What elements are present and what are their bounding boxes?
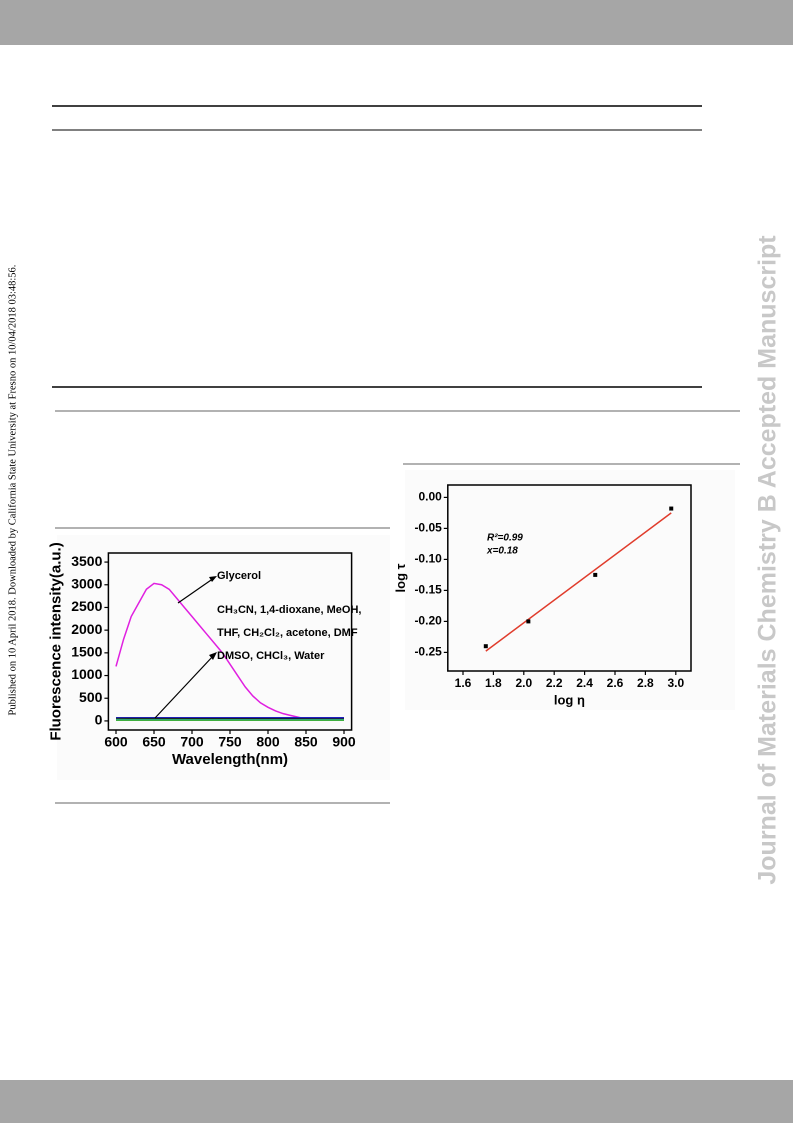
x-tick-label: 2.8 (637, 676, 654, 690)
x-axis-label: log η (554, 692, 585, 707)
y-tick-label: 500 (79, 689, 103, 705)
y-tick-label: 0.00 (418, 490, 442, 504)
footer-bar (0, 1080, 793, 1123)
x-tick-label: 3.0 (667, 676, 684, 690)
annotation: x=0.18 (486, 546, 518, 557)
annotation: DMSO, CHCl₃, Water (217, 650, 325, 662)
y-tick-label: 1500 (71, 644, 102, 660)
arrow-head (209, 576, 217, 582)
y-tick-label: -0.10 (414, 552, 442, 566)
y-tick-label: -0.25 (414, 645, 442, 659)
y-axis-label: log τ (393, 563, 408, 592)
x-axis-label: Wavelength(nm) (172, 751, 288, 768)
x-tick-label: 850 (294, 734, 318, 750)
annotation: CH₃CN, 1,4-dioxane, MeOH, (217, 604, 361, 616)
figure-background (405, 470, 735, 710)
plot-frame (447, 484, 692, 672)
x-tick-label: 1.8 (485, 676, 502, 690)
x-tick-label: 600 (104, 734, 128, 750)
figure-background (57, 535, 390, 780)
fit-line (485, 512, 672, 652)
arrow (154, 654, 215, 719)
y-tick-label: 1000 (71, 666, 102, 682)
x-tick-label: 800 (256, 734, 280, 750)
y-tick-label: 2500 (71, 598, 102, 614)
x-tick-label: 700 (180, 734, 204, 750)
y-axis-label: Fluorescence intensity(a.u.) (47, 542, 64, 740)
data-point (483, 644, 488, 649)
arrow (177, 577, 215, 604)
annotation: Glycerol (217, 570, 261, 582)
y-tick-label: 0 (95, 712, 103, 728)
annotation: R²=0.99 (487, 533, 523, 544)
x-tick-label: 2.0 (515, 676, 532, 690)
data-point (526, 619, 531, 624)
arrow-head (209, 652, 217, 660)
data-point (669, 506, 674, 511)
y-tick-label: 3500 (71, 553, 102, 569)
x-tick-label: 750 (218, 734, 242, 750)
x-tick-label: 2.4 (576, 676, 593, 690)
x-tick-label: 900 (332, 734, 356, 750)
annotation: THF, CH₂Cl₂, acetone, DMF (217, 627, 358, 639)
header-bar (0, 0, 793, 45)
y-tick-label: -0.20 (414, 614, 442, 628)
data-point (593, 572, 598, 577)
x-tick-label: 1.6 (455, 676, 472, 690)
y-tick-label: -0.05 (414, 521, 442, 535)
y-tick-label: 3000 (71, 575, 102, 591)
y-tick-label: 2000 (71, 621, 102, 637)
y-tick-label: -0.15 (414, 583, 442, 597)
x-tick-label: 2.6 (607, 676, 624, 690)
journal-watermark: Journal of Materials Chemistry B Accepte… (753, 235, 782, 885)
x-tick-label: 650 (142, 734, 166, 750)
x-tick-label: 2.2 (546, 676, 563, 690)
download-note: Published on 10 April 2018. Downloaded b… (7, 264, 19, 716)
